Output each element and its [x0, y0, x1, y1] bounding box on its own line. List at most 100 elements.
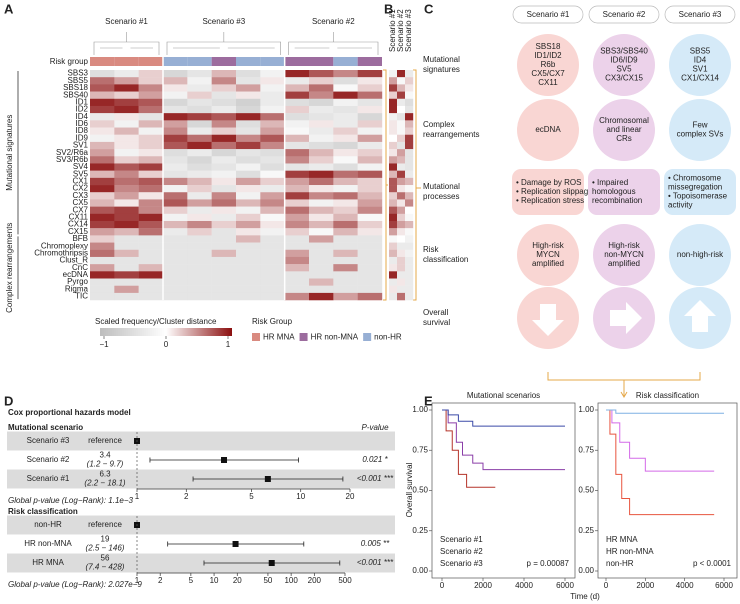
heat-cell [236, 77, 261, 85]
row-label: SV4 [73, 162, 89, 171]
cell-text: High-risk [532, 241, 565, 250]
heat-cell [357, 84, 383, 92]
heat-cell [397, 278, 406, 286]
heat-cell [333, 292, 358, 301]
row-label: Chromothripsis [34, 248, 88, 257]
pvalue-header: P-value [361, 423, 389, 432]
heat-cell [333, 271, 358, 279]
heat-cell [284, 113, 310, 121]
heat-cell [284, 213, 310, 222]
heat-cell [389, 271, 398, 279]
risk-legend-label: non-HR [374, 333, 402, 342]
heat-cell [187, 292, 212, 301]
heat-cell [397, 220, 406, 229]
heat-cell [397, 163, 406, 171]
heat-cell [357, 213, 383, 222]
heat-cell [309, 134, 334, 143]
risk-cell [187, 57, 212, 66]
process-box [588, 169, 660, 215]
heat-cell [389, 113, 398, 121]
x-tick-label: 500 [338, 576, 352, 585]
ci-label: (2.5 − 146) [86, 544, 125, 553]
estimate-label: reference [88, 520, 122, 529]
connector-brackets [383, 69, 701, 398]
heat-cell [405, 192, 414, 200]
heat-cell [357, 292, 383, 301]
heat-cell [163, 70, 188, 78]
heat-cell [260, 242, 285, 250]
heat-cell [236, 249, 261, 258]
heat-cell [114, 285, 139, 294]
heat-cell [163, 271, 188, 279]
row-label: ID6 [76, 119, 89, 128]
heat-cell [138, 156, 164, 164]
heat-cell [357, 170, 383, 179]
heat-cell [357, 199, 383, 207]
row-label: CX7 [72, 205, 88, 214]
row-label: rearrangements [423, 130, 479, 139]
heat-cell [397, 213, 406, 222]
heat-cell [389, 264, 398, 272]
heat-cell [389, 127, 398, 135]
heat-cell [90, 271, 115, 279]
heat-cell [357, 285, 383, 294]
heat-cell [163, 199, 188, 207]
heat-cell [90, 177, 115, 186]
heat-cell [309, 177, 334, 186]
heat-cell [309, 77, 334, 85]
heat-cell [309, 156, 334, 164]
cell-text: ecDNA [535, 125, 561, 134]
heat-cell [389, 77, 398, 85]
heat-cell [163, 163, 188, 171]
heat-cell [397, 271, 406, 279]
cell-text: non-high-risk [677, 250, 724, 259]
heat-cell [236, 170, 261, 179]
y-tick-label: 0.25 [412, 526, 428, 535]
estimate: 6.3 [99, 470, 111, 479]
cell-text: activity [668, 201, 692, 210]
bracket-a [383, 69, 388, 301]
heat-cell [284, 285, 310, 294]
heat-cell [236, 256, 261, 265]
row-label: processes [423, 192, 459, 201]
heat-cell [309, 192, 334, 200]
heat-cell [260, 91, 285, 99]
heat-cell [187, 105, 212, 114]
heat-cell [187, 235, 212, 243]
heat-cell [397, 77, 406, 85]
heat-cell [114, 256, 139, 265]
cell-text: SBS18 [536, 42, 561, 51]
heat-cell [405, 170, 414, 179]
heat-cell [405, 220, 414, 229]
heat-cell [389, 199, 398, 207]
heat-cell [389, 285, 398, 294]
heat-cell [405, 185, 414, 193]
p-label: 0.021 * [362, 455, 388, 464]
heat-cell [114, 91, 139, 99]
panel-label: D [4, 393, 13, 408]
heat-cell [284, 264, 310, 272]
row-band [7, 431, 395, 451]
heat-cell [397, 91, 406, 99]
heat-cell [163, 127, 188, 135]
heat-cell [357, 163, 383, 171]
heat-cell [397, 156, 406, 164]
heat-cell [211, 256, 237, 265]
x-axis-label: Time (d) [570, 592, 600, 601]
heat-cell [260, 77, 285, 85]
heat-cell [284, 249, 310, 258]
row-label: BFB [72, 234, 88, 243]
heat-cell [138, 235, 164, 243]
row-band [7, 553, 395, 573]
heat-cell [163, 235, 188, 243]
heat-cell [90, 91, 115, 99]
heat-cell [405, 235, 414, 243]
cell-text: • Chromosome [668, 174, 722, 183]
p-annotation: p = 0.00087 [527, 559, 570, 568]
heat-cell [114, 213, 139, 222]
heat-cell [138, 98, 164, 107]
forest-title: Cox proportional hazards model [8, 408, 131, 417]
row-label: Mutational [423, 55, 460, 64]
heat-cell [114, 177, 139, 186]
heat-cell [163, 185, 188, 193]
